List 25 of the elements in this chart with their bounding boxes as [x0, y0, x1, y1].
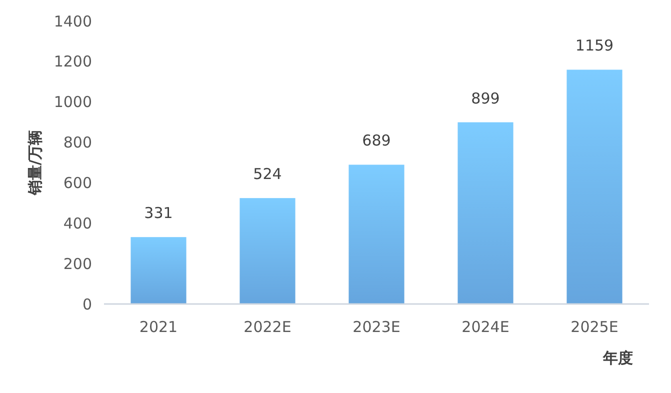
- y-axis-title: 销量/万辆: [26, 130, 44, 196]
- x-tick-label: 2021: [139, 318, 178, 336]
- bar: [458, 122, 514, 304]
- y-tick-label: 1200: [54, 52, 92, 71]
- x-tick-label: 2024E: [462, 318, 510, 336]
- y-tick-label: 400: [63, 214, 92, 232]
- bar: [240, 198, 296, 304]
- x-tick-label: 2022E: [244, 318, 292, 336]
- data-label: 1159: [575, 36, 614, 55]
- x-axis-title: 年度: [602, 349, 633, 367]
- bar: [130, 237, 186, 304]
- data-label: 524: [253, 165, 282, 184]
- x-tick-label: 2025E: [570, 318, 618, 336]
- bar: [348, 164, 404, 304]
- y-tick-label: 600: [63, 174, 92, 192]
- y-tick-label: 0: [82, 295, 92, 314]
- y-tick-label: 800: [63, 134, 92, 152]
- bar: [566, 70, 622, 304]
- y-tick-label: 200: [63, 254, 92, 273]
- x-tick-label: 2023E: [352, 318, 400, 336]
- data-label: 331: [144, 204, 173, 222]
- y-tick-label: 1000: [54, 93, 92, 112]
- data-label: 689: [362, 132, 391, 150]
- y-tick-label: 1400: [54, 12, 92, 30]
- data-label: 899: [471, 89, 500, 108]
